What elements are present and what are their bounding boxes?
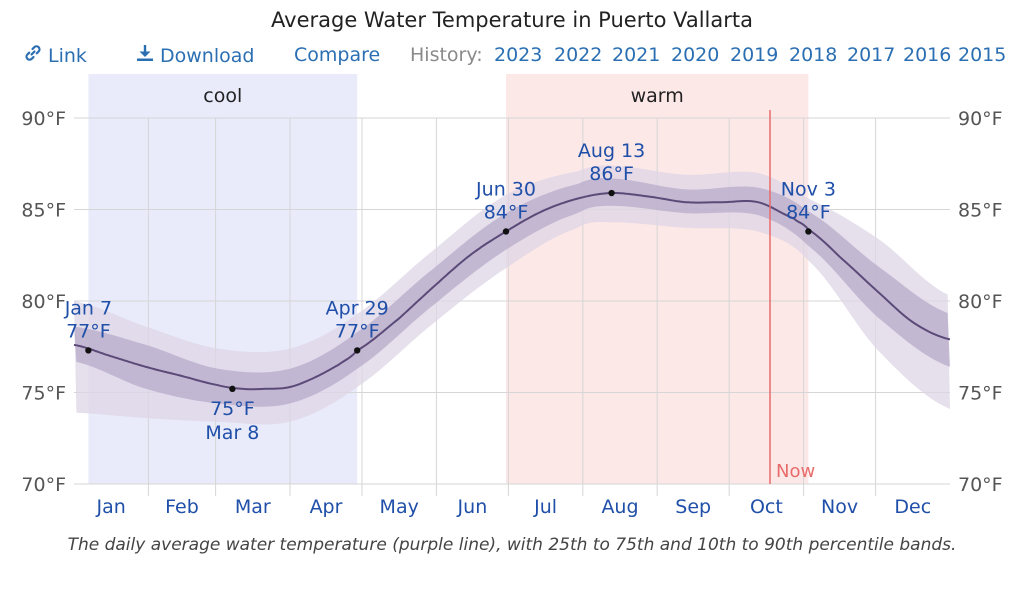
y-tick-label-left: 90°F — [21, 108, 66, 130]
month-label-jul: Jul — [533, 496, 557, 518]
annotation-point — [805, 228, 812, 235]
y-tick-label-right: 70°F — [958, 474, 1003, 496]
month-label-oct: Oct — [750, 496, 783, 518]
annotation-date: Aug 13 — [578, 140, 645, 162]
month-label-dec: Dec — [894, 496, 931, 518]
link-button[interactable]: Link — [24, 44, 87, 67]
month-label-nov: Nov — [821, 496, 858, 518]
annotation-value: 86°F — [589, 163, 634, 185]
download-icon — [136, 44, 154, 67]
month-label-feb: Feb — [165, 496, 199, 518]
month-label-aug: Aug — [601, 496, 638, 518]
y-tick-label-left: 80°F — [21, 291, 66, 313]
month-label-may: May — [380, 496, 419, 518]
annotation-point — [85, 347, 92, 354]
y-tick-label-left: 70°F — [21, 474, 66, 496]
history-year-2017[interactable]: 2017 — [847, 44, 896, 66]
month-label-apr: Apr — [310, 496, 343, 518]
chart-toolbar: Link Download Compare History: 2023 2022… — [0, 44, 1024, 70]
percentile-band-25-75 — [74, 178, 950, 407]
history-year-2019[interactable]: 2019 — [730, 44, 779, 66]
annotation-date: Mar 8 — [205, 422, 259, 444]
annotation-value: 75°F — [210, 398, 255, 420]
chart-title: Average Water Temperature in Puerto Vall… — [271, 8, 753, 32]
history-year-2021[interactable]: 2021 — [612, 44, 661, 66]
link-label: Link — [48, 45, 87, 67]
download-label: Download — [160, 45, 255, 67]
annotation-date: Jan 7 — [64, 297, 112, 319]
download-button[interactable]: Download — [136, 44, 254, 67]
history-year-2023[interactable]: 2023 — [494, 44, 543, 66]
season-label-warm: warm — [631, 85, 684, 107]
annotation-point — [502, 228, 510, 235]
history-label: History: — [410, 44, 483, 66]
annotation-point — [354, 347, 361, 354]
now-label: Now — [776, 461, 815, 482]
y-tick-label-right: 80°F — [958, 291, 1003, 313]
history-year-2018[interactable]: 2018 — [789, 44, 838, 66]
annotation-value: 84°F — [484, 201, 529, 223]
y-tick-label-left: 75°F — [21, 383, 66, 405]
annotation-point — [229, 385, 236, 393]
y-tick-label-right: 85°F — [958, 200, 1003, 222]
chart-caption: The daily average water temperature (pur… — [67, 535, 957, 555]
annotation-value: 77°F — [335, 320, 380, 342]
annotation-date: Nov 3 — [781, 178, 836, 200]
history-year-2020[interactable]: 2020 — [671, 44, 720, 66]
history-year-2015[interactable]: 2015 — [958, 44, 1007, 66]
annotation-date: Apr 29 — [326, 297, 389, 319]
y-tick-label-left: 85°F — [21, 200, 66, 222]
annotation-date: Jun 30 — [475, 178, 536, 200]
percentile-band-10-90 — [74, 165, 950, 425]
link-icon — [24, 44, 42, 67]
annotation-value: 77°F — [66, 320, 111, 342]
annotation-point — [608, 189, 615, 197]
history-year-2016[interactable]: 2016 — [903, 44, 952, 66]
history-year-2022[interactable]: 2022 — [554, 44, 603, 66]
average-temperature-line — [73, 192, 951, 391]
month-label-mar: Mar — [235, 496, 271, 518]
season-label-cool: cool — [203, 85, 242, 107]
y-tick-label-right: 75°F — [958, 383, 1003, 405]
month-label-jan: Jan — [96, 496, 126, 518]
month-label-sep: Sep — [675, 496, 711, 518]
compare-button[interactable]: Compare — [294, 44, 381, 66]
annotation-value: 84°F — [786, 201, 831, 223]
y-tick-label-right: 90°F — [958, 108, 1003, 130]
month-label-jun: Jun — [457, 496, 488, 518]
